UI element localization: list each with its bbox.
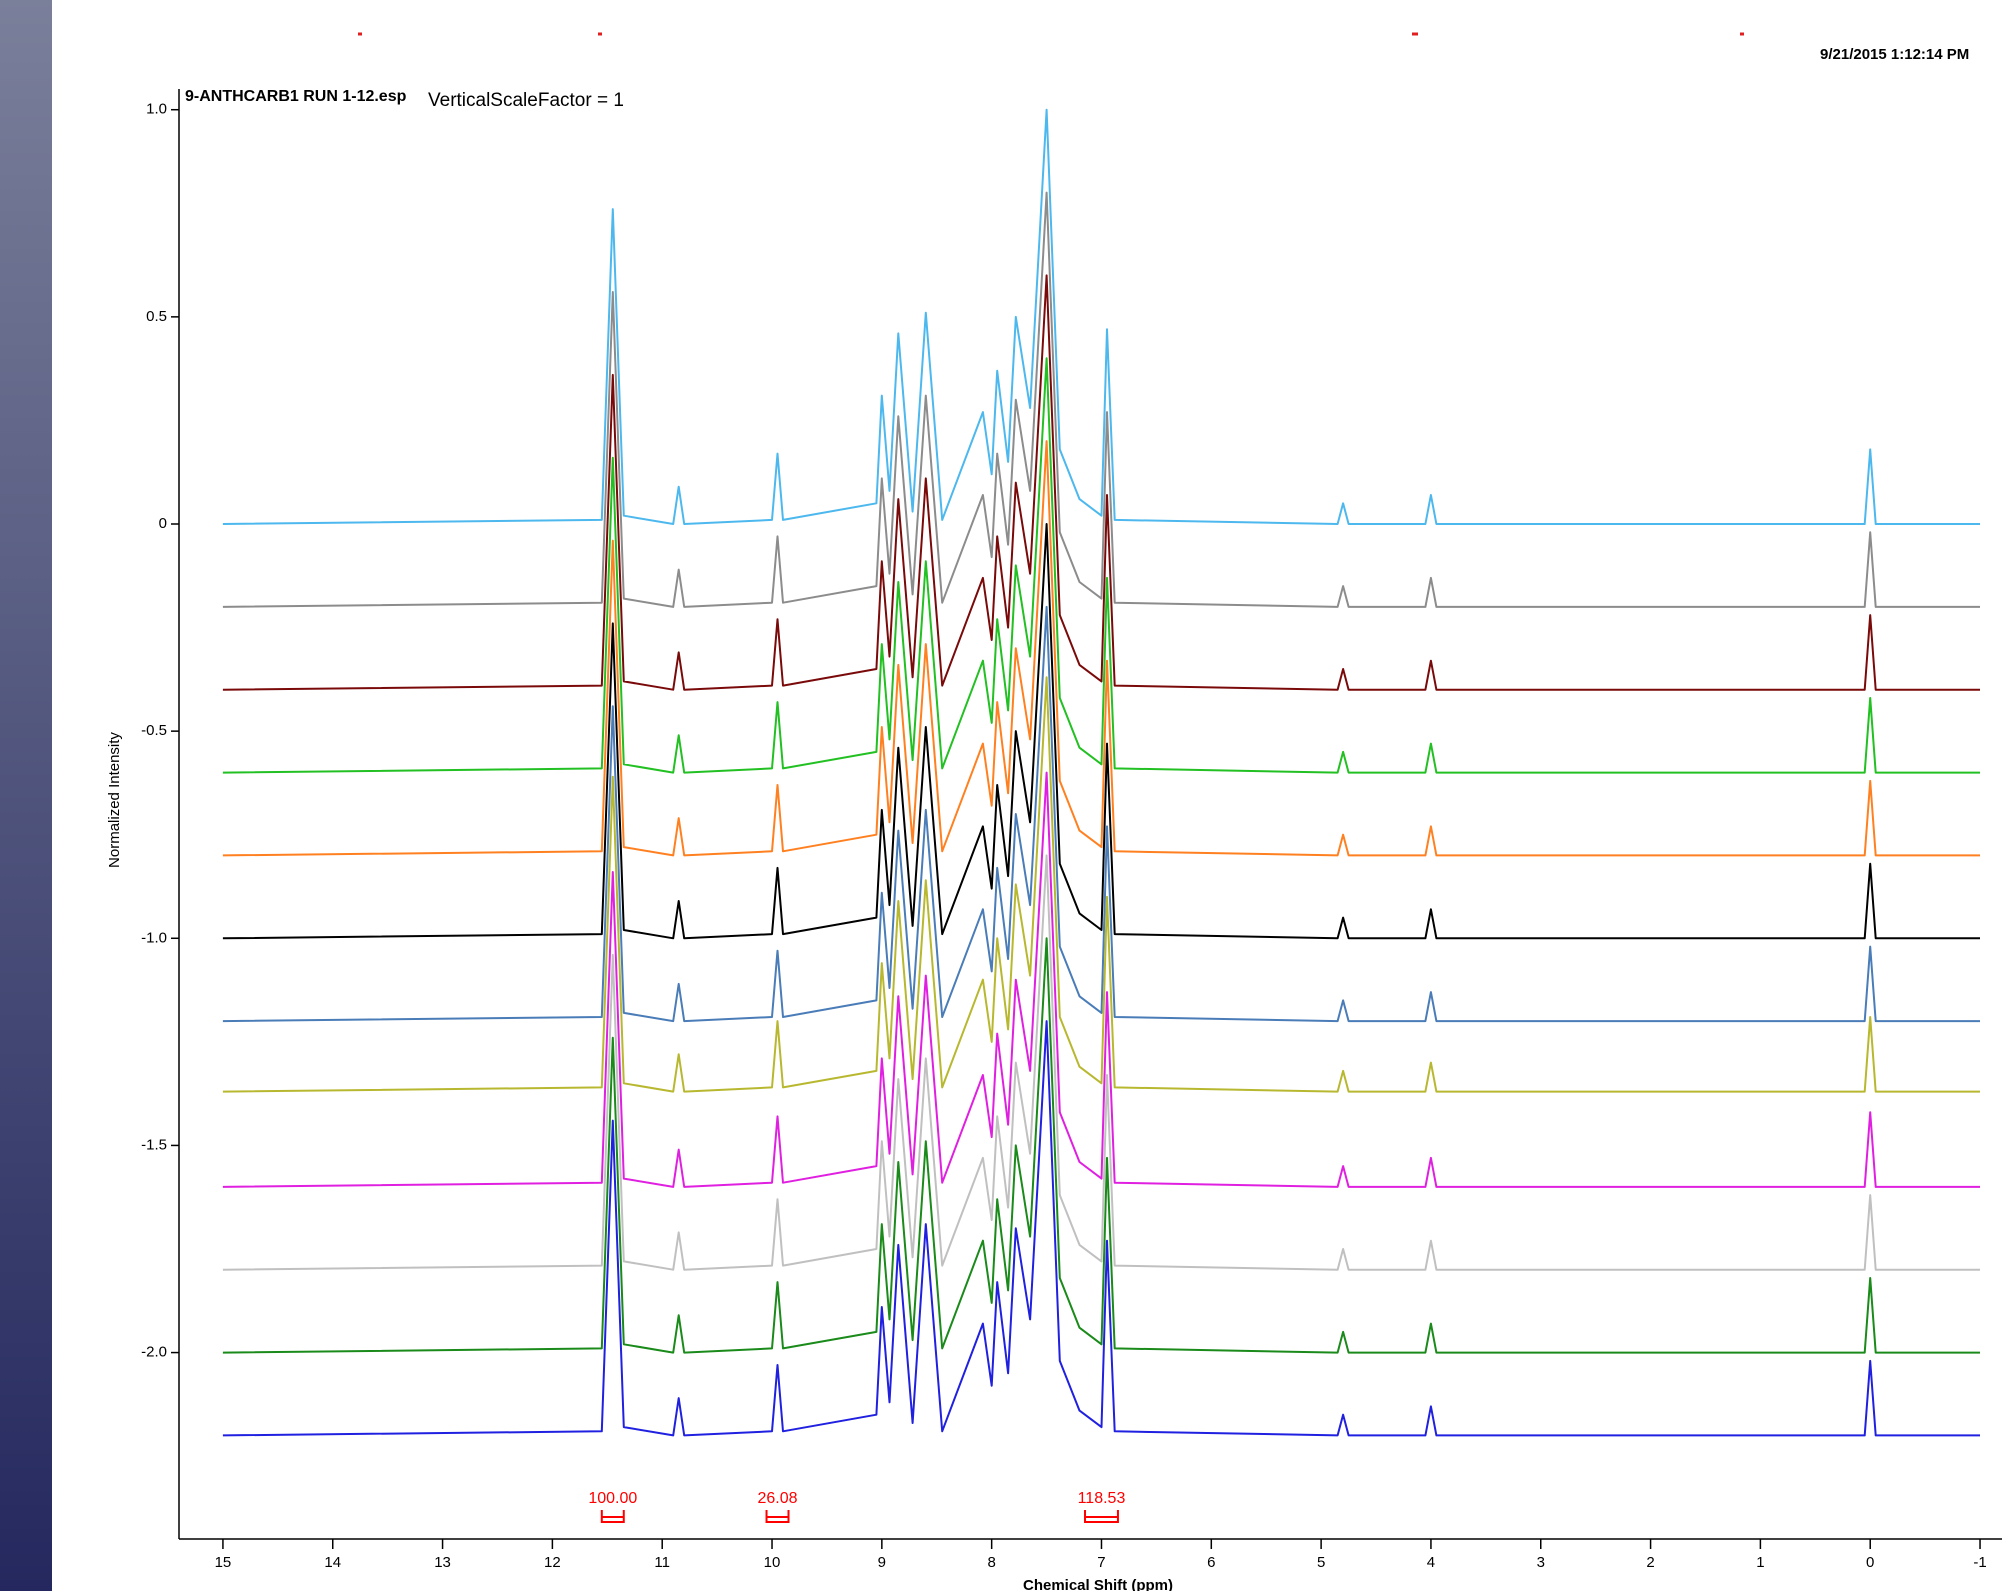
x-tick-label: 3 [1537,1554,1545,1571]
y-axis-label: Normalized Intensity [106,732,123,868]
spectrum-line [222,771,1980,1188]
x-tick-label: 11 [654,1554,670,1571]
x-tick-label: -1 [1973,1554,1986,1571]
x-tick-label: 4 [1427,1554,1435,1571]
spectrum-line [222,676,1980,1093]
x-tick-label: 7 [1097,1554,1105,1571]
x-axis-label: Chemical Shift (ppm) [1023,1577,1173,1591]
x-tick-label: 0 [1866,1554,1874,1571]
spectrum-line [222,523,1980,940]
x-tick-label: 2 [1646,1554,1654,1571]
spectrum-line [222,1020,1980,1437]
spectrum-line [222,937,1980,1354]
y-tick-label: 0.5 [146,308,167,325]
spectrum-line [222,854,1980,1271]
x-tick-label: 10 [764,1554,781,1571]
chart-title: 9-ANTHCARB1 RUN 1-12.esp [185,88,407,105]
x-tick-label: 5 [1317,1554,1325,1571]
x-tick-label: 13 [434,1554,451,1571]
x-tick-label: 9 [878,1554,886,1571]
x-tick-label: 12 [544,1554,561,1571]
y-tick-label: -1.5 [141,1136,167,1153]
spectrum-line [222,605,1980,1023]
integral-bracket [1084,1510,1119,1523]
integral-label: 118.53 [1078,1490,1126,1507]
spectrum-line [222,357,1980,774]
sidebar [0,0,52,1591]
timestamp: 9/21/2015 1:12:14 PM [1820,46,1969,63]
y-tick-label: -0.5 [141,722,167,739]
x-tick-label: 6 [1207,1554,1215,1571]
y-tick-label: -2.0 [141,1344,167,1361]
integral-label: 26.08 [757,1490,797,1507]
y-tick-label: 1.0 [146,101,167,118]
x-tick-label: 15 [215,1554,232,1571]
spectrum-line [222,191,1980,608]
x-tick-label: 14 [324,1554,341,1571]
y-tick-label: -1.0 [141,929,167,946]
integral-bracket [600,1510,625,1523]
spectrum-line [222,440,1980,857]
y-tick-label: 0 [159,515,167,532]
chart-subtitle: VerticalScaleFactor = 1 [428,90,624,111]
x-tick-label: 1 [1756,1554,1764,1571]
spectrum-line [222,108,1980,525]
integral-label: 100.00 [588,1490,637,1507]
spectrum-line [222,274,1980,691]
integral-bracket [765,1510,790,1523]
x-tick-label: 8 [987,1554,995,1571]
